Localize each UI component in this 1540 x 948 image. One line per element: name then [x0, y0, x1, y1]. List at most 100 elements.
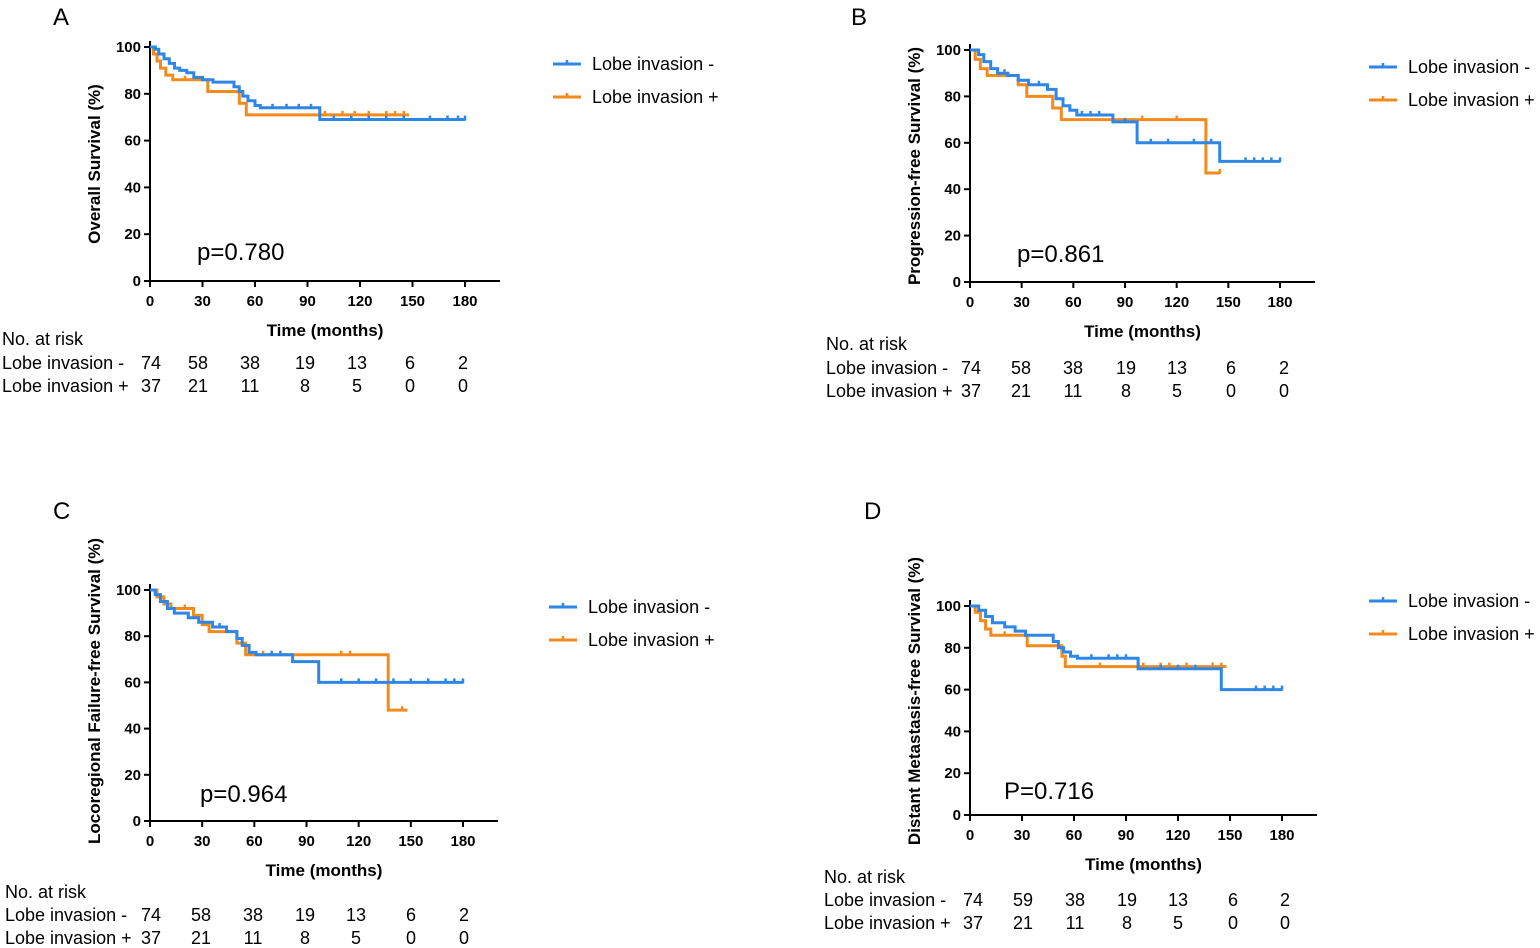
risk-value: 21 — [188, 376, 208, 396]
y-tick-label: 100 — [936, 42, 961, 59]
x-tick-label: 180 — [1269, 827, 1294, 844]
y-tick-label: 100 — [936, 598, 961, 615]
risk-value: 19 — [295, 905, 315, 925]
y-tick-label: 20 — [124, 226, 141, 243]
x-tick-label: 120 — [346, 833, 371, 850]
risk-value: 6 — [405, 353, 415, 373]
x-tick-label: 30 — [194, 833, 211, 850]
risk-value: 59 — [1013, 890, 1033, 910]
risk-value: 37 — [141, 376, 161, 396]
legend-label: Lobe invasion - — [592, 54, 714, 74]
panel-letter: A — [53, 4, 69, 31]
risk-value: 38 — [1063, 358, 1083, 378]
legend-label: Lobe invasion - — [1408, 57, 1530, 77]
y-tick-label: 80 — [124, 628, 141, 645]
risk-table-title: No. at risk — [2, 329, 84, 349]
risk-value: 37 — [961, 381, 981, 401]
x-axis-title: Time (months) — [1084, 322, 1201, 341]
x-tick-label: 180 — [452, 293, 477, 310]
x-tick-label: 90 — [1118, 827, 1135, 844]
risk-value: 13 — [1168, 890, 1188, 910]
risk-value: 19 — [295, 353, 315, 373]
y-tick-label: 80 — [944, 640, 961, 657]
risk-value: 38 — [243, 905, 263, 925]
risk-value: 74 — [961, 358, 981, 378]
legend-label: Lobe invasion + — [1408, 624, 1535, 644]
risk-value: 58 — [188, 353, 208, 373]
x-axis-title: Time (months) — [1085, 855, 1202, 874]
y-axis-title: Progression-free Survival (%) — [905, 47, 924, 285]
x-tick-label: 120 — [1165, 827, 1190, 844]
risk-value: 13 — [346, 905, 366, 925]
risk-value: 0 — [406, 928, 416, 948]
risk-value: 2 — [458, 353, 468, 373]
risk-value: 37 — [963, 913, 983, 933]
risk-value: 0 — [405, 376, 415, 396]
risk-value: 74 — [141, 353, 161, 373]
y-tick-label: 100 — [116, 39, 141, 56]
x-tick-label: 60 — [247, 293, 264, 310]
risk-row-label: Lobe invasion + — [2, 376, 129, 396]
x-tick-label: 120 — [1164, 294, 1189, 311]
x-tick-label: 0 — [966, 827, 974, 844]
x-axis-title: Time (months) — [267, 321, 384, 340]
y-tick-label: 40 — [124, 721, 141, 738]
risk-row-label: Lobe invasion + — [5, 928, 132, 948]
y-axis-title: Distant Metastasis-free Survival (%) — [905, 557, 924, 845]
x-tick-label: 180 — [450, 833, 475, 850]
y-tick-label: 0 — [133, 273, 141, 290]
y-tick-label: 0 — [953, 807, 961, 824]
survival-curve-neg — [970, 48, 1280, 163]
risk-value: 11 — [244, 928, 263, 948]
risk-value: 5 — [1172, 381, 1182, 401]
x-tick-label: 30 — [194, 293, 211, 310]
x-tick-label: 90 — [298, 833, 315, 850]
x-tick-label: 90 — [299, 293, 316, 310]
y-axis-title: Locoregional Failure-free Survival (%) — [85, 538, 104, 844]
risk-row-label: Lobe invasion - — [2, 353, 124, 373]
risk-value: 58 — [1011, 358, 1031, 378]
legend-label: Lobe invasion - — [1408, 591, 1530, 611]
survival-curve-pos — [970, 48, 1220, 175]
risk-value: 8 — [1121, 381, 1131, 401]
y-tick-label: 40 — [944, 181, 961, 198]
y-tick-label: 20 — [124, 767, 141, 784]
risk-value: 0 — [459, 928, 469, 948]
risk-value: 11 — [1066, 913, 1085, 933]
panel-letter: B — [851, 4, 867, 31]
risk-value: 5 — [1173, 913, 1183, 933]
x-tick-label: 60 — [1065, 294, 1082, 311]
risk-value: 13 — [347, 353, 367, 373]
risk-value: 2 — [1280, 890, 1290, 910]
x-tick-label: 0 — [966, 294, 974, 311]
x-tick-label: 150 — [400, 293, 425, 310]
x-axis-title: Time (months) — [266, 861, 383, 880]
legend-label: Lobe invasion - — [588, 597, 710, 617]
risk-value: 38 — [240, 353, 260, 373]
legend-label: Lobe invasion + — [1408, 90, 1535, 110]
y-tick-label: 20 — [944, 228, 961, 245]
risk-value: 21 — [1011, 381, 1031, 401]
y-tick-label: 60 — [124, 133, 141, 150]
survival-curve-neg — [150, 45, 465, 121]
risk-value: 0 — [458, 376, 468, 396]
x-tick-label: 150 — [1217, 827, 1242, 844]
survival-curve-pos — [970, 604, 1227, 669]
risk-value: 21 — [191, 928, 211, 948]
risk-value: 74 — [141, 905, 161, 925]
x-tick-label: 0 — [146, 293, 154, 310]
y-tick-label: 60 — [944, 135, 961, 152]
survival-curve-pos — [150, 588, 408, 712]
risk-value: 11 — [1064, 381, 1083, 401]
risk-row-label: Lobe invasion - — [826, 358, 948, 378]
x-tick-label: 60 — [1066, 827, 1083, 844]
risk-value: 8 — [300, 928, 310, 948]
risk-value: 8 — [300, 376, 310, 396]
x-tick-label: 30 — [1014, 827, 1031, 844]
x-tick-label: 60 — [246, 833, 263, 850]
y-tick-label: 20 — [944, 765, 961, 782]
x-tick-label: 0 — [146, 833, 154, 850]
risk-value: 5 — [351, 928, 361, 948]
